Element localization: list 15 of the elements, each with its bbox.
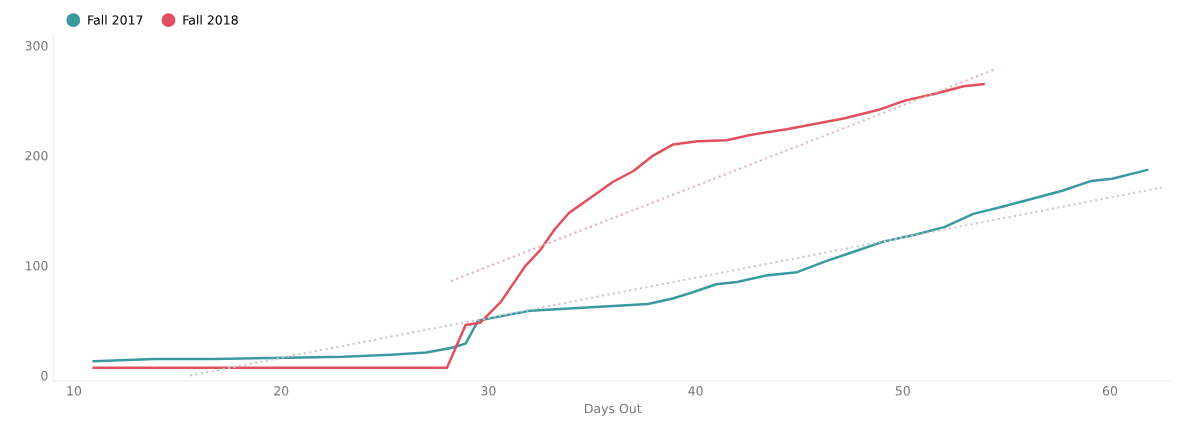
y-tick-label: 200 [25, 151, 48, 161]
legend-label: Fall 2018 [183, 15, 238, 25]
legend-label: Fall 2017 [88, 15, 143, 25]
x-tick-label: 50 [895, 386, 910, 396]
line-series [92, 168, 1149, 363]
x-tick-label: 40 [688, 386, 703, 396]
y-tick-label: 100 [25, 261, 48, 271]
y-tick-label: 0 [41, 371, 48, 381]
line-series [92, 82, 985, 370]
x-axis-title: Days Out [585, 403, 642, 416]
x-tick-label: 10 [67, 386, 82, 396]
y-tick-label: 300 [25, 41, 48, 51]
x-tick-label: 30 [481, 386, 496, 396]
x-tick-label: 60 [1102, 386, 1118, 396]
x-tick-label: 20 [274, 386, 289, 396]
